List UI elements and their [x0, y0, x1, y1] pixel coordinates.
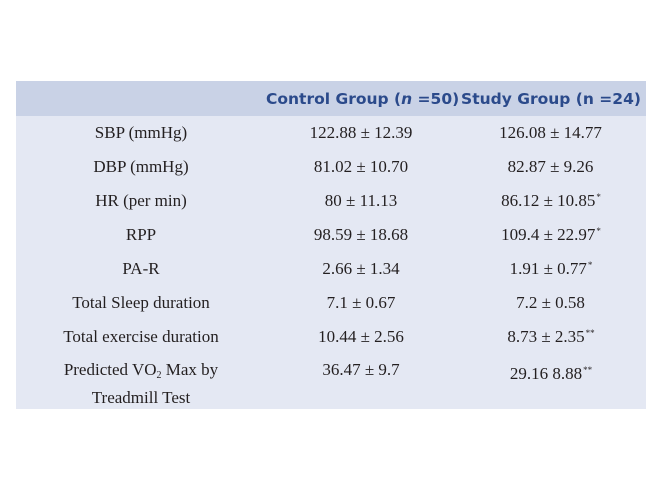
- table-row: HR (per min) 80 ± 11.13 86.12 ± 10.85*: [16, 184, 646, 218]
- study-value-text: 82.87 ± 9.26: [507, 157, 594, 176]
- row-label: HR (per min): [95, 191, 187, 210]
- control-value: 122.88 ± 12.39: [309, 123, 413, 142]
- study-value: 7.2 ± 0.58: [456, 286, 646, 320]
- study-value: 29.16 8.88**: [456, 354, 646, 411]
- row-label: Total exercise duration: [63, 327, 219, 346]
- row-label: DBP (mmHg): [93, 157, 189, 176]
- row-label-line2: Treadmill Test: [91, 388, 191, 407]
- header-control-group: Control Group (n =50): [266, 81, 460, 116]
- row-label-pre: Predicted VO: [63, 360, 157, 379]
- table-row: Total exercise duration 10.44 ± 2.56 8.7…: [16, 320, 646, 354]
- header-control-prefix: Control Group (: [266, 89, 402, 108]
- row-label: Predicted VO2 Max by Treadmill Test: [16, 354, 266, 411]
- significance-mark: **: [583, 365, 593, 375]
- header-control-suffix: =50): [412, 89, 460, 108]
- table-header-row: Control Group (n =50) Study Group (n =24…: [16, 81, 646, 116]
- table-row: Total Sleep duration 7.1 ± 0.67 7.2 ± 0.…: [16, 286, 646, 320]
- row-label-post: Max by: [161, 360, 219, 379]
- control-value: 80 ± 11.13: [324, 191, 398, 210]
- study-value: 126.08 ± 14.77: [456, 116, 646, 150]
- control-value: 7.1 ± 0.67: [326, 293, 396, 312]
- control-value: 10.44 ± 2.56: [318, 327, 404, 346]
- table-row: RPP 98.59 ± 18.68 109.4 ± 22.97*: [16, 218, 646, 252]
- row-label: Total Sleep duration: [72, 293, 210, 312]
- results-table: Control Group (n =50) Study Group (n =24…: [16, 81, 646, 411]
- study-value: 1.91 ± 0.77*: [456, 252, 646, 286]
- study-value-text: 109.4 ± 22.97: [501, 225, 596, 244]
- study-value-text: 7.2 ± 0.58: [516, 293, 585, 312]
- study-value: 86.12 ± 10.85*: [456, 184, 646, 218]
- row-label-subscript: 2: [156, 370, 162, 381]
- control-value: 2.66 ± 1.34: [322, 259, 400, 278]
- header-control-n: n: [401, 89, 413, 108]
- row-label: PA-R: [122, 259, 160, 278]
- control-value: 98.59 ± 18.68: [313, 225, 409, 244]
- significance-mark: *: [596, 192, 601, 202]
- study-value-text: 8.73 ± 2.35: [507, 327, 585, 346]
- header-parameter: [16, 81, 266, 116]
- control-value: 36.47 ± 9.7: [322, 360, 400, 379]
- study-value: 8.73 ± 2.35**: [456, 320, 646, 354]
- significance-mark: *: [596, 226, 601, 236]
- study-value-text: 29.16 8.88: [509, 364, 583, 383]
- study-value: 82.87 ± 9.26: [456, 150, 646, 184]
- row-label: SBP (mmHg): [94, 123, 188, 142]
- results-table-container: Control Group (n =50) Study Group (n =24…: [16, 81, 646, 409]
- study-value-text: 126.08 ± 14.77: [499, 123, 602, 142]
- table-row: SBP (mmHg) 122.88 ± 12.39 126.08 ± 14.77: [16, 116, 646, 150]
- table-row: PA-R 2.66 ± 1.34 1.91 ± 0.77*: [16, 252, 646, 286]
- study-value: 109.4 ± 22.97*: [456, 218, 646, 252]
- study-value-text: 1.91 ± 0.77: [509, 259, 587, 278]
- header-study-group: Study Group (n =24): [461, 89, 641, 108]
- significance-mark: **: [585, 328, 595, 338]
- table-row: Predicted VO2 Max by Treadmill Test 36.47…: [16, 354, 646, 411]
- row-label: RPP: [125, 225, 157, 244]
- control-value: 81.02 ± 10.70: [313, 157, 409, 176]
- table-row: DBP (mmHg) 81.02 ± 10.70 82.87 ± 9.26: [16, 150, 646, 184]
- study-value-text: 86.12 ± 10.85: [501, 191, 596, 210]
- significance-mark: *: [587, 260, 593, 270]
